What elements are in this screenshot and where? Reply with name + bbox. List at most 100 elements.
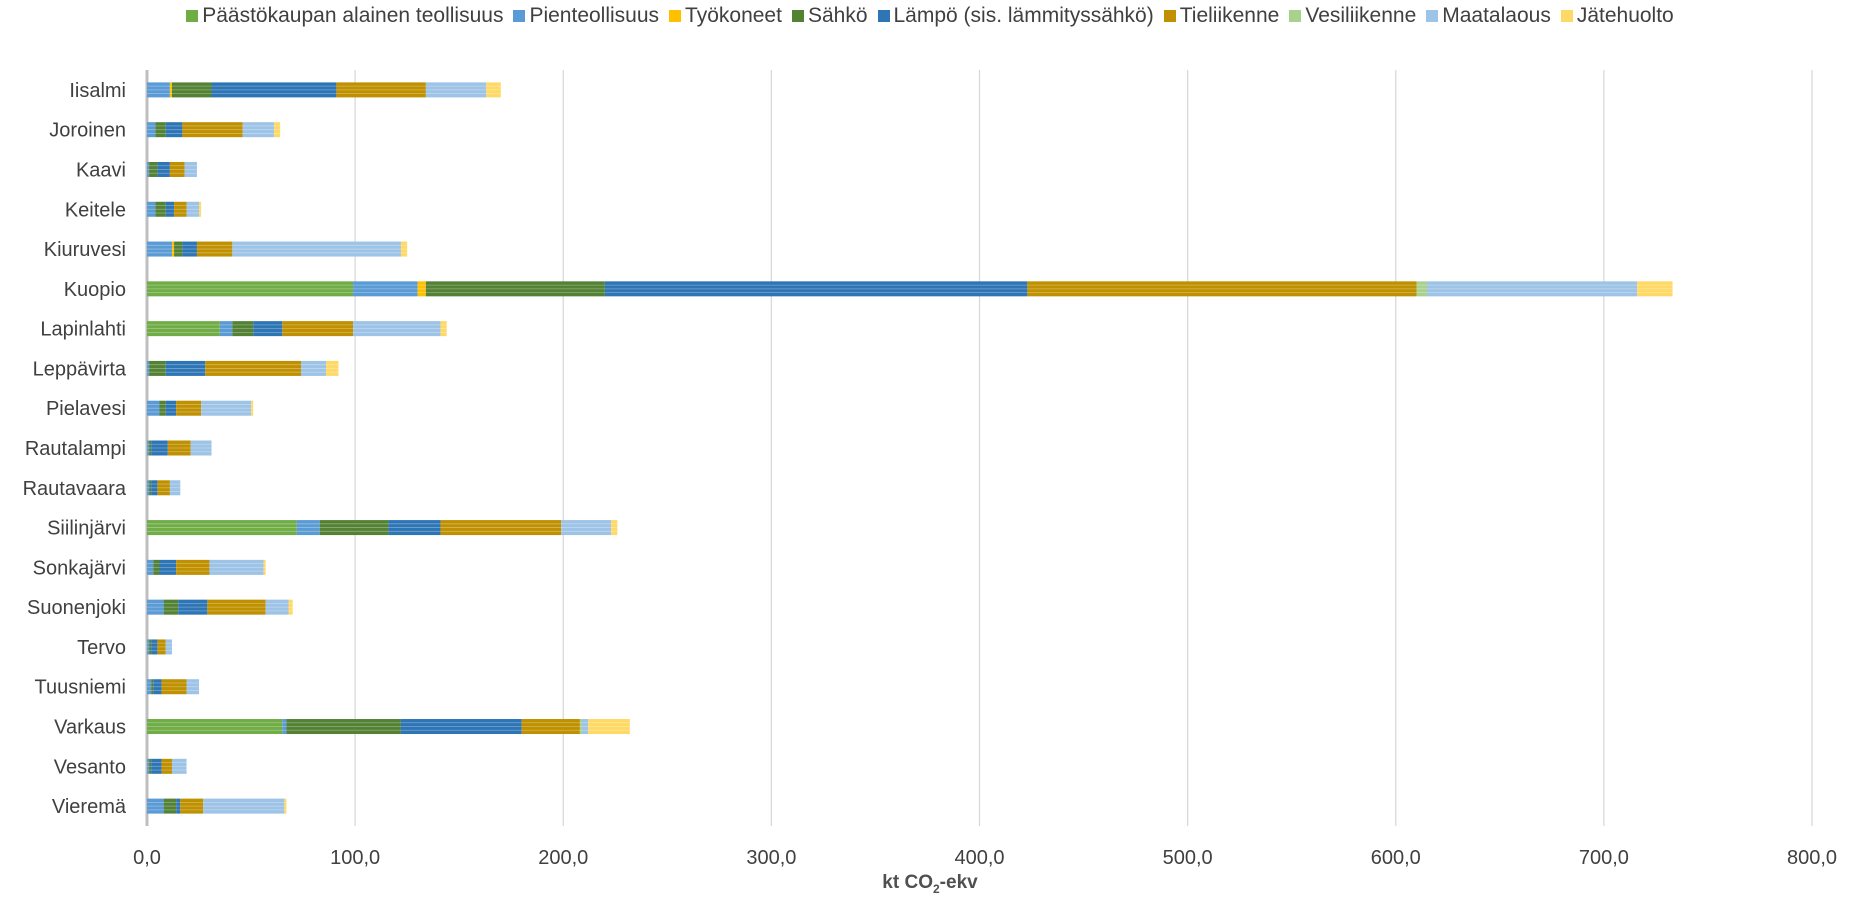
bar-segment xyxy=(169,480,181,496)
bar-segment xyxy=(147,241,172,257)
bar-segment xyxy=(149,758,152,774)
bar-segment xyxy=(174,241,183,257)
bar-segment xyxy=(604,281,1028,297)
x-tick-label: 0,0 xyxy=(133,847,161,869)
bar-segment xyxy=(232,241,401,257)
bar-segment xyxy=(286,719,401,735)
bar-segment xyxy=(178,599,208,615)
bar-segment xyxy=(219,321,233,337)
bar-segment xyxy=(196,241,233,257)
legend-swatch xyxy=(186,10,199,22)
bar-segment xyxy=(319,520,389,536)
legend-item: Päästökaupan alainen teollisuus xyxy=(186,4,503,28)
bar-segment xyxy=(147,480,150,496)
bar-segment xyxy=(1027,281,1417,297)
bar-segment xyxy=(232,321,254,337)
bar-segment xyxy=(561,520,612,536)
bar-segment xyxy=(149,639,152,655)
legend-item: Lämpö (sis. lämmityssähkö) xyxy=(877,4,1154,28)
bar-segment xyxy=(176,798,181,814)
x-tick-label: 400,0 xyxy=(954,847,1004,869)
bar-segment xyxy=(440,321,447,337)
bar-segment xyxy=(157,639,166,655)
bar-segment xyxy=(203,798,285,814)
bar-segment xyxy=(147,281,354,297)
bar-segment xyxy=(147,719,283,735)
legend-item: Tieliikenne xyxy=(1163,4,1279,28)
category-label: Kiuruvesi xyxy=(44,239,126,261)
bar-segment xyxy=(425,281,605,297)
legend-item: Sähkö xyxy=(791,4,868,28)
bar-segment xyxy=(151,679,154,695)
bar-segment xyxy=(1426,281,1638,297)
bar-segment xyxy=(149,360,166,376)
bar-segment xyxy=(336,82,426,98)
category-label: Tervo xyxy=(77,637,126,659)
legend-label: Lämpö (sis. lämmityssähkö) xyxy=(893,4,1154,27)
bar-segment xyxy=(147,440,150,456)
bar-segment xyxy=(440,520,562,536)
category-label: Rautavaara xyxy=(23,478,127,500)
legend-item: Pienteollisuus xyxy=(513,4,659,28)
x-tick-label: 100,0 xyxy=(330,847,380,869)
bar-segment xyxy=(165,400,177,416)
bar-segment xyxy=(180,798,204,814)
legend-item: Työkoneet xyxy=(669,4,782,28)
category-label: Tuusniemi xyxy=(34,677,126,699)
category-label: Suonenjoki xyxy=(27,597,126,619)
bar-segment xyxy=(171,758,187,774)
bar-segment xyxy=(147,520,297,536)
legend-swatch xyxy=(1426,10,1439,22)
bar-segment xyxy=(147,400,160,416)
bar-segment xyxy=(157,161,170,177)
bar-segment xyxy=(611,520,618,536)
bar-segment xyxy=(149,161,158,177)
bar-segment xyxy=(169,161,185,177)
legend-item: Maatalaous xyxy=(1426,4,1551,28)
legend-label: Vesiliikenne xyxy=(1305,4,1417,27)
bar-segment xyxy=(165,639,172,655)
bar-segment xyxy=(190,440,212,456)
bar-segment xyxy=(186,679,200,695)
bar-segment xyxy=(184,161,197,177)
bar-segment xyxy=(325,360,339,376)
bar-segment xyxy=(273,122,281,138)
bar-segment xyxy=(253,321,283,337)
bar-segment xyxy=(199,201,202,217)
legend-label: Maatalaous xyxy=(1442,4,1551,27)
bar-segment xyxy=(147,201,156,217)
bar-segment xyxy=(265,599,289,615)
category-label: Keitele xyxy=(65,199,126,221)
bar-segment xyxy=(282,719,287,735)
bar-segment xyxy=(167,440,191,456)
category-label: Lapinlahti xyxy=(40,319,126,341)
bar-segment xyxy=(417,281,426,297)
bar-segment xyxy=(157,480,170,496)
bar-segment xyxy=(151,480,158,496)
bar-segment xyxy=(171,241,175,257)
legend-label: Sähkö xyxy=(807,4,868,27)
bar-segment xyxy=(182,241,197,257)
bar-segment xyxy=(161,758,172,774)
bar-segment xyxy=(207,599,266,615)
bar-segment xyxy=(176,559,210,575)
bar-segment xyxy=(153,679,162,695)
bar-segment xyxy=(581,719,589,735)
legend-label: Pienteollisuus xyxy=(529,4,660,27)
bar-segment xyxy=(147,321,220,337)
bar-segment xyxy=(147,161,150,177)
category-label: Rautalampi xyxy=(25,438,126,460)
bar-segment xyxy=(169,82,172,98)
bar-segment xyxy=(163,798,177,814)
legend-swatch xyxy=(1163,10,1176,22)
bar-segment xyxy=(282,321,354,337)
bar-segment xyxy=(165,360,206,376)
bar-segment xyxy=(174,201,187,217)
legend-label: Jätehuolto xyxy=(1576,4,1674,27)
bar-segment xyxy=(353,321,441,337)
legend-label: Päästökaupan alainen teollisuus xyxy=(202,4,504,27)
category-label: Vesanto xyxy=(54,756,126,778)
bar-segment xyxy=(151,440,168,456)
x-tick-label: 700,0 xyxy=(1579,847,1629,869)
